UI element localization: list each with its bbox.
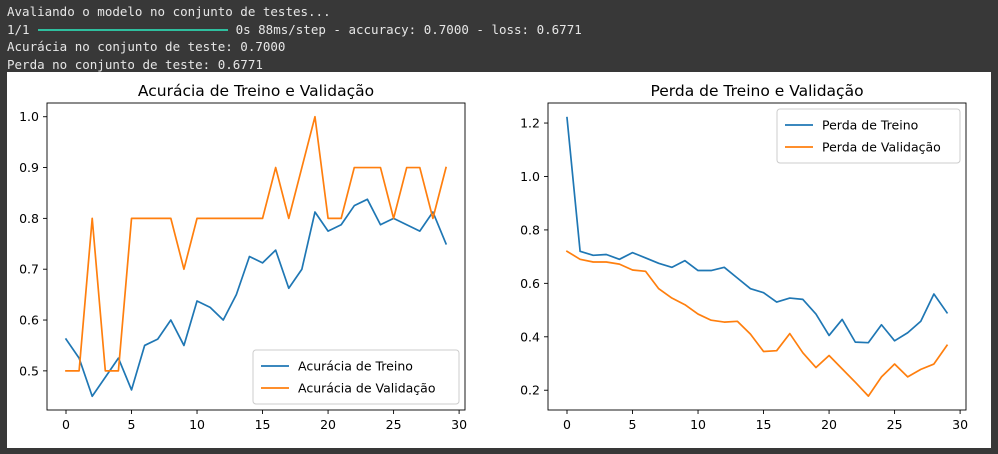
- x-tick-label: 10: [189, 417, 205, 432]
- y-tick-label: 0.6: [19, 313, 39, 328]
- legend-box: [252, 349, 460, 405]
- step-counter: 1/1: [7, 21, 30, 37]
- series-line-2: [565, 250, 949, 397]
- x-tick-label: 0: [62, 417, 70, 432]
- x-tick-label: 25: [386, 417, 402, 432]
- figure-canvas: Acurácia de Treino e Validação 0 5 10 15 20 25…: [7, 72, 991, 448]
- chart-1: Acurácia de Treino e Validação 0 5 10 15 20 25…: [19, 82, 467, 432]
- step-stats: 0s 88ms/step - accuracy: 0.7000 - loss: …: [235, 21, 582, 37]
- series-line-1: [64, 198, 448, 398]
- legend: Acurácia de Treino Acurácia de Validação: [252, 349, 460, 405]
- legend-label: Perda de Treino: [822, 118, 918, 133]
- y-tick-label: 1.2: [520, 116, 540, 131]
- x-tick-label: 25: [887, 417, 903, 432]
- y-tick-label: 0.6: [520, 276, 540, 291]
- console-line-test-loss: Perda no conjunto de teste: 0.6771: [7, 56, 263, 72]
- console-line-evaluating: Avaliando o modelo no conjunto de testes…: [7, 4, 331, 19]
- chart-title: Perda de Treino e Validação: [650, 82, 863, 100]
- x-tick-label: 30: [451, 417, 467, 432]
- x-tick-label: 5: [629, 417, 637, 432]
- legend: Perda de Treino Perda de Validação: [776, 108, 961, 164]
- y-tick-label: 0.9: [19, 160, 39, 175]
- plot-frame: [46, 102, 466, 411]
- y-tick-label: 0.2: [520, 383, 540, 398]
- console-line-test-accuracy: Acurácia no conjunto de teste: 0.7000: [7, 39, 286, 54]
- y-tick-label: 1.0: [520, 169, 540, 184]
- x-tick-label: 30: [952, 417, 968, 432]
- console-line-progress: 1/1 0s 88ms/step - accuracy: 0.7000 - los…: [7, 21, 582, 39]
- x-tick-label: 5: [128, 417, 136, 432]
- y-tick-label: 1.0: [19, 109, 39, 124]
- progress-bar: [37, 29, 228, 31]
- y-tick-label: 0.8: [19, 211, 39, 226]
- x-tick-label: 10: [690, 417, 706, 432]
- x-tick-label: 15: [255, 417, 271, 432]
- x-tick-label: 0: [563, 417, 571, 432]
- x-tick-label: 20: [320, 417, 336, 432]
- y-tick-label: 0.4: [520, 329, 540, 344]
- y-tick-label: 0.7: [19, 262, 39, 277]
- y-tick-label: 0.8: [520, 222, 540, 237]
- console-output: Avaliando o modelo no conjunto de testes…: [7, 3, 582, 73]
- chart-2: Perda de Treino e Validação 0 5 10 15 20 25 30 0…: [520, 82, 968, 432]
- series-line-2: [65, 115, 448, 372]
- legend-label: Acurácia de Treino: [298, 359, 413, 374]
- legend-box: [776, 108, 961, 164]
- series-line-1: [566, 116, 949, 344]
- chart-title: Acurácia de Treino e Validação: [138, 82, 374, 100]
- figure-svg: Acurácia de Treino e Validação 0 5 10 15 20 25…: [19, 82, 968, 432]
- legend-label: Perda de Validação: [822, 140, 941, 155]
- x-tick-label: 15: [756, 417, 772, 432]
- y-tick-label: 0.5: [19, 363, 39, 378]
- plot-frame: [547, 102, 967, 411]
- x-tick-label: 20: [821, 417, 837, 432]
- legend-label: Acurácia de Validação: [298, 381, 435, 396]
